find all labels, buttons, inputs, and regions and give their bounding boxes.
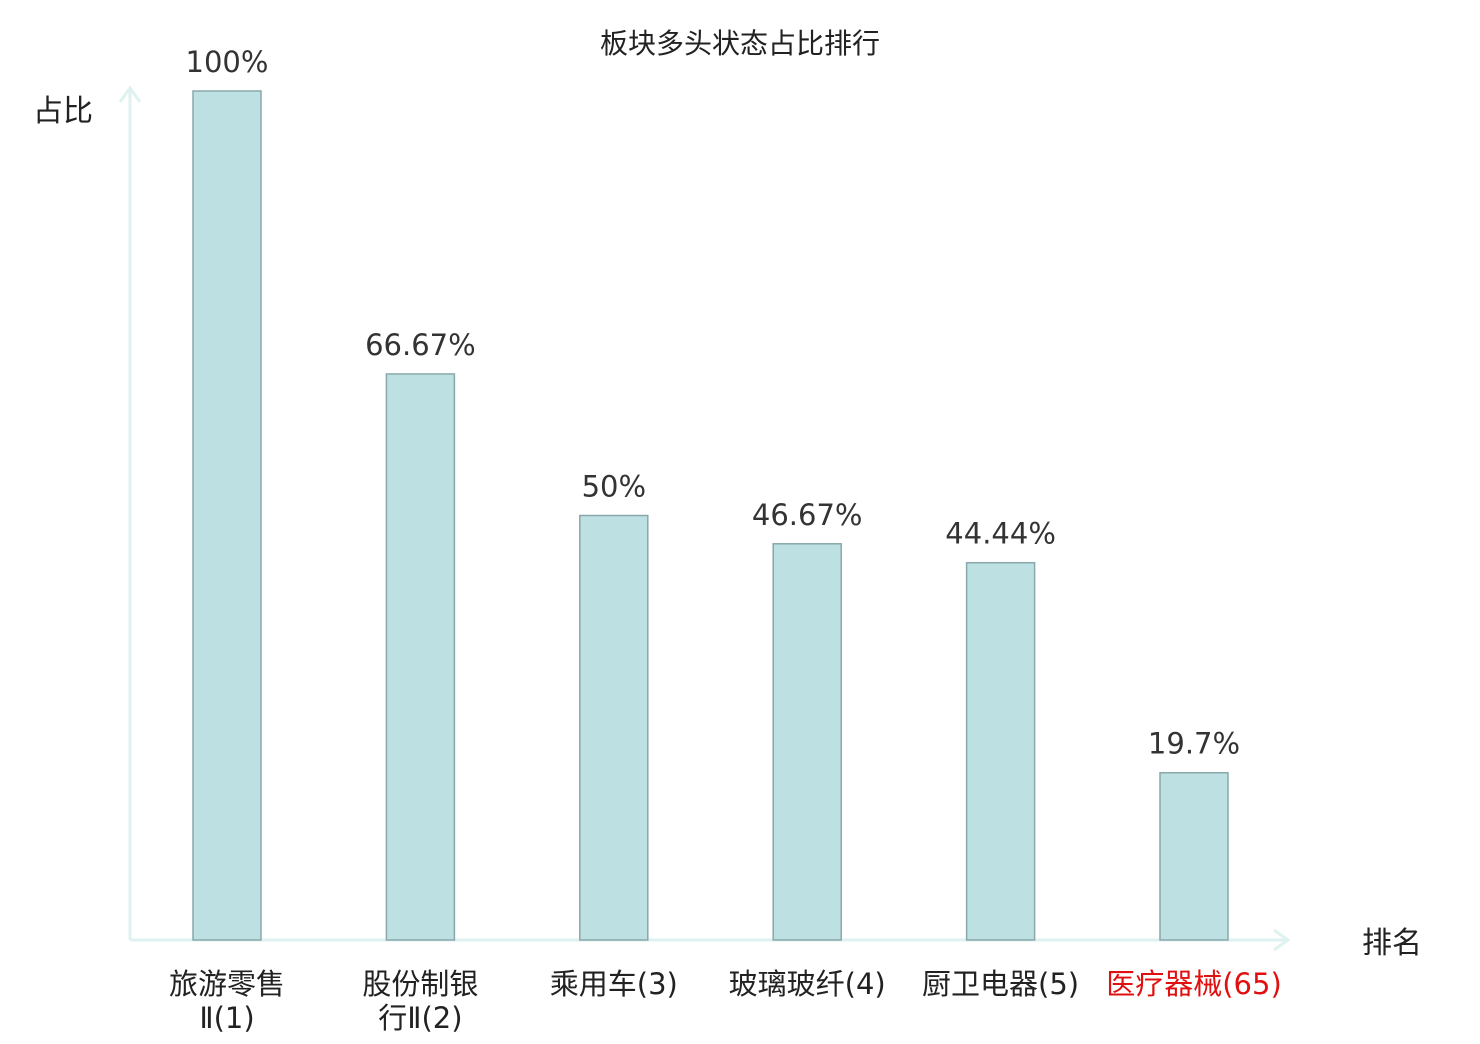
value-label-3: 50% <box>582 470 646 504</box>
category-label-1-line-1: 旅游零售 <box>169 967 285 1001</box>
value-label-1: 100% <box>186 45 269 79</box>
bar-2 <box>385 373 456 941</box>
category-label-5-line-1: 厨卫电器(5) <box>922 967 1079 1001</box>
bar-4 <box>772 543 842 941</box>
category-label-2-line-1: 股份制银 <box>362 967 478 1001</box>
axes <box>118 85 1291 952</box>
bars-group <box>192 90 1229 941</box>
x-axis-arrow <box>1273 928 1291 952</box>
value-label-6: 19.7% <box>1148 727 1240 761</box>
chart-title: 板块多头状态占比排行 <box>600 27 880 60</box>
y-axis-arrow <box>118 85 142 103</box>
value-label-5: 44.44% <box>945 517 1056 551</box>
value-labels-group: 100% 66.67% 50% 46.67% 44.44% 19.7% <box>186 45 1241 761</box>
category-label-3-line-1: 乘用车(3) <box>550 967 678 1001</box>
bar-3 <box>579 514 649 941</box>
category-label-1-line-2: Ⅱ(1) <box>199 1001 254 1035</box>
category-label-6-line-1: 医疗器械(65) <box>1106 967 1282 1001</box>
x-axis-label: 排名 <box>1362 926 1422 961</box>
y-axis-label: 占比 <box>33 94 93 129</box>
value-label-2: 66.67% <box>365 328 476 362</box>
category-label-2-line-2: 行Ⅱ(2) <box>378 1001 462 1035</box>
bar-1 <box>192 90 262 941</box>
value-label-4: 46.67% <box>752 498 863 532</box>
bar-5 <box>965 561 1036 941</box>
category-label-4-line-1: 玻璃玻纤(4) <box>729 967 886 1001</box>
bar-6 <box>1159 771 1229 941</box>
